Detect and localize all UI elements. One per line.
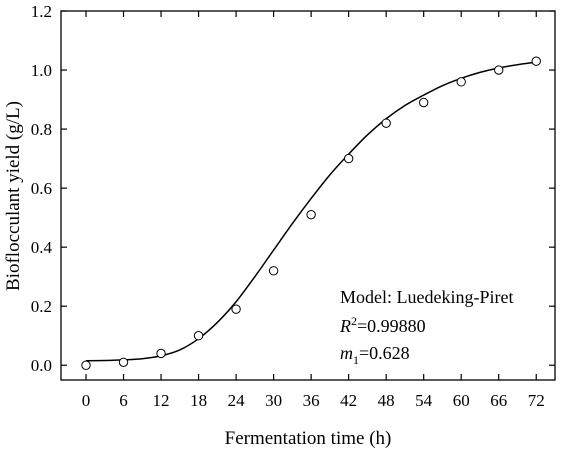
data-point <box>531 56 541 66</box>
y-tick-label: 1.2 <box>31 2 52 21</box>
tick-marks <box>61 10 555 380</box>
data-point <box>268 266 279 276</box>
r2-superscript: 2 <box>351 314 357 328</box>
x-tick-label: 0 <box>82 391 91 410</box>
data-point <box>381 118 391 128</box>
x-tick-label: 30 <box>265 391 282 410</box>
y-tick-label: 0.4 <box>31 238 53 257</box>
x-tick-label: 60 <box>453 391 470 410</box>
data-point <box>193 331 204 341</box>
plot-frame <box>60 10 556 381</box>
x-tick-label: 72 <box>528 391 545 410</box>
data-point <box>494 65 504 75</box>
data-point <box>418 97 429 108</box>
y-tick-label: 0.8 <box>31 120 52 139</box>
x-tick-label: 42 <box>340 391 357 410</box>
annotation-r2: R2=0.99880 <box>339 314 426 336</box>
data-point <box>81 360 91 370</box>
x-tick-label: 54 <box>415 391 433 410</box>
m-symbol: m <box>340 343 353 363</box>
m-value: =0.628 <box>359 343 410 363</box>
m-subscript: 1 <box>353 353 359 367</box>
x-tick-label: 36 <box>303 391 320 410</box>
y-tick-label: 0.2 <box>31 297 52 316</box>
y-tick-label: 0.0 <box>31 356 52 375</box>
data-point <box>456 77 466 87</box>
data-point <box>306 209 316 220</box>
data-point <box>231 304 241 314</box>
x-tick-labels: 0 6 12 18 24 30 36 42 48 54 60 66 72 <box>82 391 545 410</box>
x-tick-label: 24 <box>228 391 246 410</box>
y-axis-title: Bioflocculant yield (g/L) <box>3 101 24 291</box>
x-tick-label: 18 <box>190 391 207 410</box>
annotation-model: Model: Luedeking-Piret <box>340 287 513 307</box>
data-point <box>118 357 129 367</box>
x-tick-label: 6 <box>119 391 128 410</box>
r2-symbol: R <box>339 316 351 336</box>
x-tick-label: 66 <box>490 391 507 410</box>
y-tick-label: 1.0 <box>31 61 52 80</box>
r2-value: =0.99880 <box>357 316 426 336</box>
x-tick-label: 48 <box>378 391 395 410</box>
y-tick-labels: 0.0 0.2 0.4 0.6 0.8 1.0 1.2 <box>31 2 53 375</box>
x-tick-label: 12 <box>153 391 170 410</box>
data-points <box>81 56 541 370</box>
data-point <box>156 348 166 359</box>
annotation-m1: m1=0.628 <box>340 343 410 367</box>
data-point <box>343 153 354 164</box>
y-tick-label: 0.6 <box>31 179 52 198</box>
x-axis-title: Fermentation time (h) <box>225 428 392 449</box>
